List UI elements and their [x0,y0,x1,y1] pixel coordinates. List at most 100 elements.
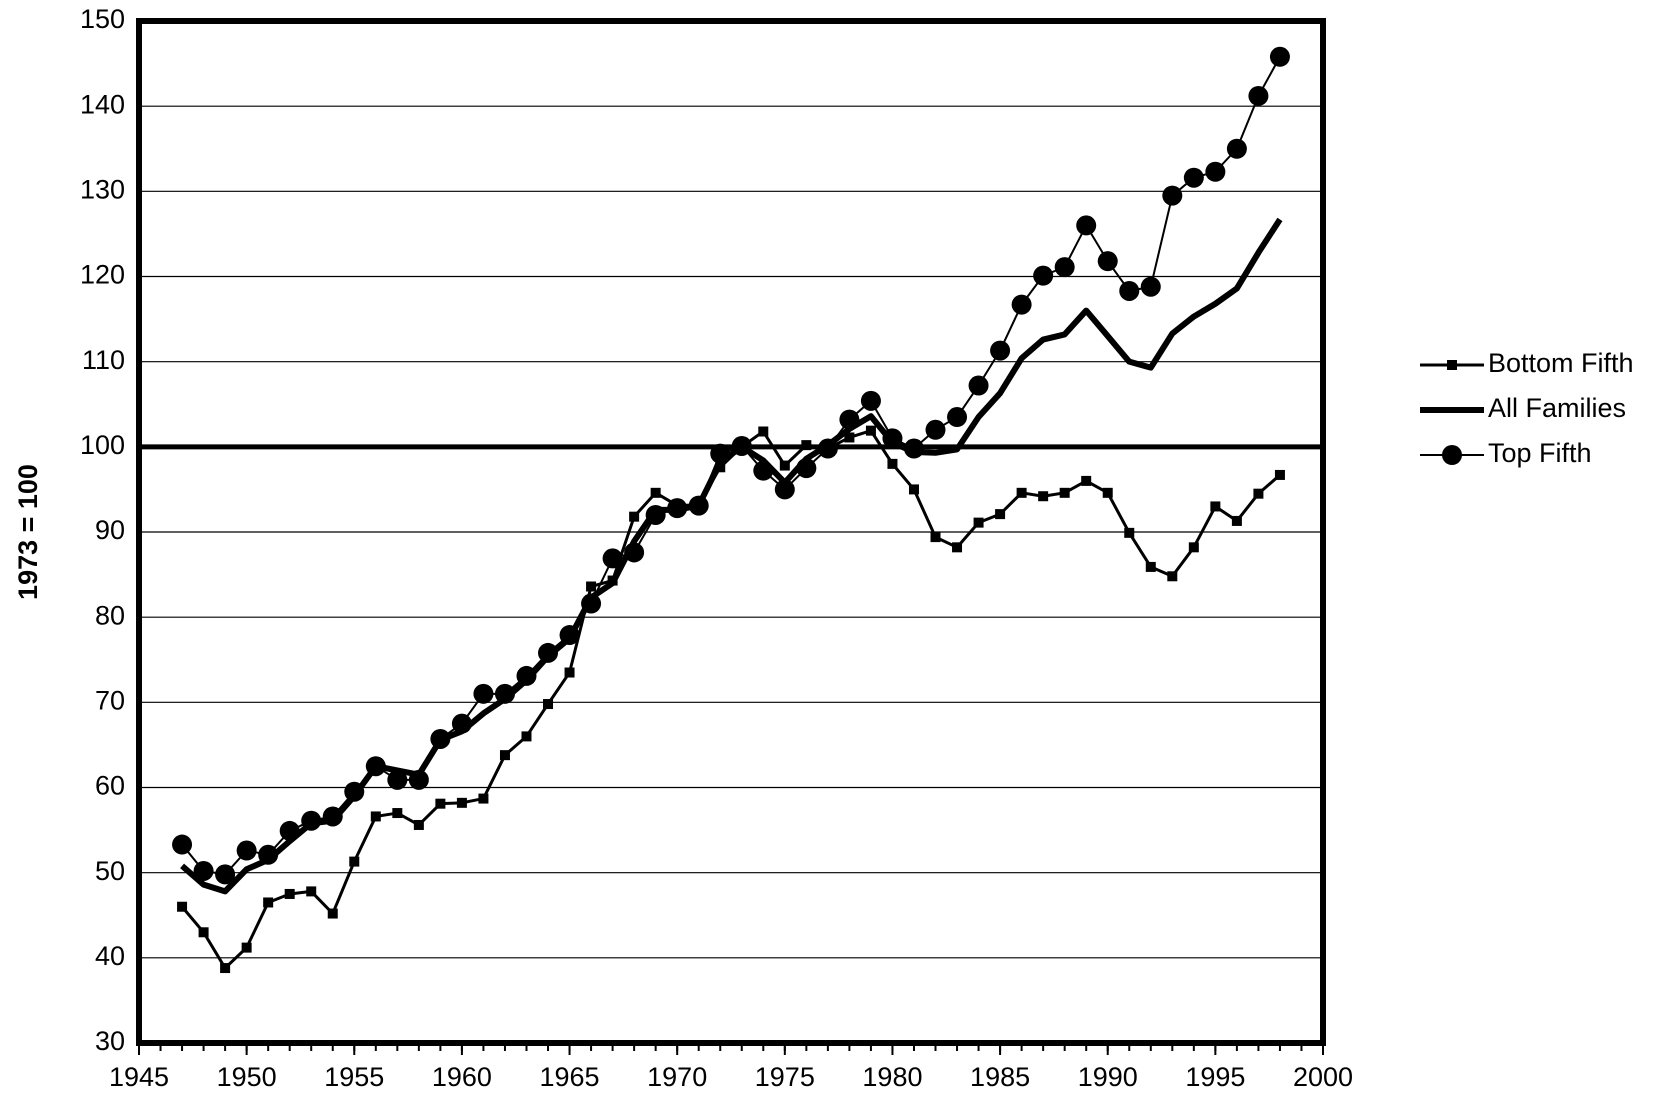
marker [1210,501,1221,512]
marker [801,440,812,451]
marker [564,667,575,678]
y-tick-label: 110 [82,345,125,375]
marker [349,856,360,867]
legend-label: Top Fifth [1488,438,1592,468]
marker [1059,487,1070,498]
y-tick-label: 140 [80,89,125,119]
marker [1119,280,1140,301]
legend-marker [1447,360,1457,370]
marker [241,942,252,953]
marker [865,425,876,436]
y-tick-label: 30 [95,1026,125,1056]
marker [586,581,597,592]
marker [882,428,903,449]
y-tick-label: 130 [80,174,125,204]
marker [1140,276,1161,297]
marker [839,409,860,430]
marker [516,665,537,686]
y-tick-label: 150 [80,4,125,34]
marker [306,886,317,897]
marker [817,438,838,459]
x-tick-label: 1955 [324,1062,384,1092]
marker [387,769,408,790]
marker [753,460,774,481]
marker [473,683,494,704]
x-tick-label: 1945 [109,1062,169,1092]
marker [478,793,489,804]
marker [973,517,984,528]
marker [1162,185,1183,206]
marker [301,810,322,831]
marker [1226,138,1247,159]
marker [779,460,790,471]
y-tick-label: 60 [95,771,125,801]
marker [1248,85,1269,106]
marker [193,860,214,881]
y-tick-label: 40 [95,941,125,971]
marker [1097,251,1118,272]
y-tick-label: 80 [95,600,125,630]
x-tick-label: 1980 [862,1062,922,1092]
plot-border [136,18,1326,1046]
marker [322,806,343,827]
marker [844,432,855,443]
x-tick-label: 1990 [1078,1062,1138,1092]
marker [198,927,209,938]
marker [796,458,817,479]
marker [494,683,515,704]
marker [327,908,338,919]
series-line [180,217,1283,895]
y-tick-label: 70 [95,685,125,715]
marker [172,834,193,855]
marker [629,511,640,522]
marker [990,340,1011,361]
marker [370,811,381,822]
marker [451,713,472,734]
marker [645,504,666,525]
marker [430,728,451,749]
marker [887,458,898,469]
marker [284,888,295,899]
marker [774,479,795,500]
marker [952,542,963,553]
x-tick-label: 1960 [432,1062,492,1092]
x-tick-label: 1975 [755,1062,815,1092]
marker [499,750,510,761]
legend-marker [1442,445,1462,465]
marker [1269,46,1290,67]
marker [344,781,365,802]
marker [1205,161,1226,182]
y-tick-label: 50 [95,856,125,886]
marker [1033,265,1054,286]
marker [1274,469,1285,480]
marker [758,426,769,437]
marker [624,542,645,563]
legend-label: All Families [1488,393,1626,423]
marker [688,495,709,516]
marker [860,390,881,411]
marker [1011,294,1032,315]
marker [995,509,1006,520]
marker [435,798,446,809]
series-line [181,56,1281,876]
marker [538,642,559,663]
x-tick-label: 1985 [970,1062,1030,1092]
marker [1188,542,1199,553]
legend-label: Bottom Fifth [1488,348,1634,378]
marker [258,844,279,865]
x-tick-label: 2000 [1293,1062,1353,1092]
y-tick-label: 100 [80,430,125,460]
marker [215,864,236,885]
marker [1253,488,1264,499]
x-tick-label: 1995 [1185,1062,1245,1092]
marker [1038,491,1049,502]
marker [710,443,731,464]
marker [947,407,968,428]
marker [1124,527,1135,538]
marker [1076,215,1097,236]
marker [559,625,580,646]
marker [279,820,300,841]
marker [543,699,554,710]
marker [1016,487,1027,498]
